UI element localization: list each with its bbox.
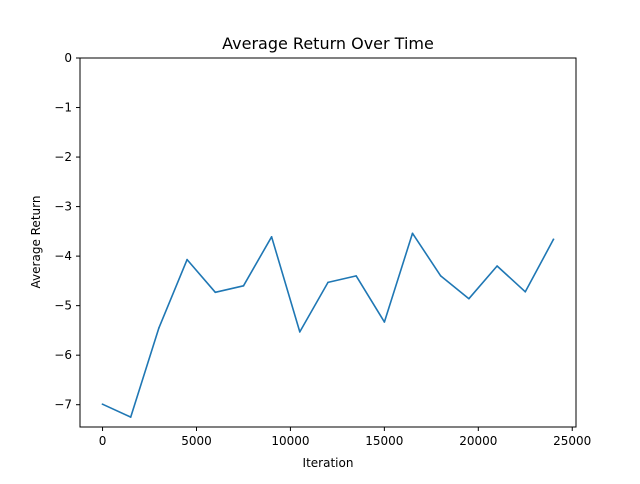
data-point bbox=[129, 416, 132, 418]
y-tick-label: −4 bbox=[54, 249, 72, 263]
data-point bbox=[496, 265, 498, 267]
data-point bbox=[186, 258, 188, 261]
y-axis-label: Average Return bbox=[29, 196, 43, 289]
x-tick-label: 0 bbox=[99, 434, 107, 448]
y-tick-label: −7 bbox=[54, 398, 72, 412]
data-point bbox=[327, 281, 329, 284]
plot-area bbox=[101, 232, 555, 418]
data-point bbox=[299, 331, 301, 333]
data-point bbox=[158, 327, 160, 329]
y-tick-label: −3 bbox=[54, 200, 72, 214]
data-point bbox=[552, 238, 555, 241]
data-point bbox=[242, 285, 245, 287]
y-tick-label: −6 bbox=[54, 348, 72, 362]
data-point bbox=[355, 275, 357, 277]
x-tick-label: 25000 bbox=[553, 434, 591, 448]
x-tick-label: 10000 bbox=[271, 434, 309, 448]
data-point bbox=[101, 403, 104, 406]
chart-title: Average Return Over Time bbox=[222, 34, 434, 53]
y-axis: 0 −1 −2 −3 −4 −5 −6 −7 bbox=[54, 51, 80, 412]
x-tick-label: 5000 bbox=[181, 434, 212, 448]
y-tick-label: 0 bbox=[64, 51, 72, 65]
data-point bbox=[411, 232, 414, 235]
x-axis: 0 5000 10000 15000 20000 25000 bbox=[99, 427, 591, 448]
data-point bbox=[214, 291, 217, 294]
y-tick-label: −1 bbox=[54, 101, 72, 115]
data-point bbox=[383, 321, 386, 323]
x-tick-label: 15000 bbox=[365, 434, 403, 448]
y-tick-label: −5 bbox=[54, 299, 72, 313]
data-point bbox=[439, 275, 442, 277]
data-point bbox=[524, 290, 527, 293]
y-tick-label: −2 bbox=[54, 150, 72, 164]
plot-frame bbox=[79, 57, 577, 428]
series-line bbox=[101, 232, 555, 418]
x-axis-label: Iteration bbox=[303, 456, 354, 470]
data-point bbox=[270, 236, 273, 238]
x-tick-label: 20000 bbox=[459, 434, 497, 448]
data-point bbox=[468, 297, 470, 300]
